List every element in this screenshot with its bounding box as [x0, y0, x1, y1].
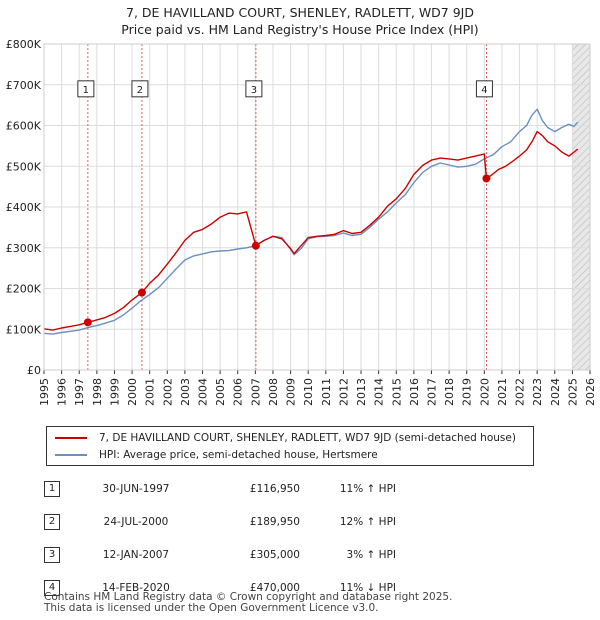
sale-date: 30-JUN-1997 — [102, 482, 170, 495]
plot-frame — [43, 43, 591, 371]
sales-row: 2 24-JUL-2000 £189,950 12% ↑ HPI — [44, 505, 396, 538]
x-tick-label: 2011 — [320, 378, 333, 406]
footer-line1: Contains HM Land Registry data © Crown c… — [44, 591, 453, 603]
x-tick-label: 2007 — [249, 378, 262, 406]
x-tick-label: 1997 — [73, 378, 86, 406]
x-tick-label: 2017 — [425, 378, 438, 406]
footer-line2: This data is licensed under the Open Gov… — [44, 602, 379, 614]
y-tick-label: £600K — [6, 120, 42, 133]
x-tick-label: 1996 — [56, 378, 69, 406]
sale-number-cell: 1 — [44, 472, 82, 505]
legend-label-property: 7, DE HAVILLAND COURT, SHENLEY, RADLETT,… — [99, 432, 516, 444]
x-tick-label: 2012 — [337, 378, 350, 406]
x-tick-label: 2024 — [549, 378, 562, 406]
x-tick-label: 2004 — [197, 378, 210, 406]
x-tick-label: 2008 — [267, 378, 280, 406]
x-tick-label: 2006 — [232, 378, 245, 406]
sale-number-box: 1 — [44, 480, 60, 497]
sale-marker-box — [475, 80, 493, 98]
y-tick-label: £500K — [6, 160, 42, 173]
y-tick-label: £100K — [6, 323, 42, 336]
sale-number-box: 2 — [44, 513, 60, 530]
x-tick-label: 1998 — [91, 378, 104, 406]
sale-point — [83, 318, 92, 327]
x-tick-label: 1999 — [108, 378, 121, 406]
sale-number-cell: 3 — [44, 538, 82, 571]
sale-hpi-diff: 3% ↑ HPI — [346, 548, 396, 561]
legend-swatch-hpi — [55, 454, 87, 456]
sale-hpi-diff: 11% ↓ HPI — [339, 581, 396, 594]
x-tick-label: 2021 — [496, 378, 509, 406]
price-chart: 1 2 3 4 £0 £100K £200K £300K £400K £500K £600K £70… — [6, 38, 597, 406]
sale-price: £189,950 — [249, 515, 300, 528]
sale-price: £470,000 — [249, 581, 300, 594]
sale-price: £305,000 — [249, 548, 300, 561]
sale-number-cell: 2 — [44, 505, 82, 538]
x-tick-label: 2009 — [285, 378, 298, 406]
sale-marker-box — [245, 80, 263, 98]
sale-number-box: 3 — [44, 546, 60, 563]
sales-row: 4 14-FEB-2020 £470,000 11% ↓ HPI — [44, 571, 396, 604]
legend-item-hpi: HPI: Average price, semi-detached house,… — [55, 447, 378, 463]
x-tick-label: 2025 — [566, 378, 579, 406]
sale-date: 14-FEB-2020 — [102, 581, 170, 594]
y-tick-label: £300K — [6, 242, 42, 255]
x-tick-label: 2013 — [355, 378, 368, 406]
sale-price: £116,950 — [249, 482, 300, 495]
sale-marker-label: 4 — [481, 85, 487, 96]
sale-point — [482, 174, 491, 183]
sale-marker-box — [131, 80, 149, 98]
x-tick-label: 2016 — [408, 378, 421, 406]
x-tick-label: 1995 — [38, 378, 51, 406]
legend-label-hpi: HPI: Average price, semi-detached house,… — [99, 449, 378, 461]
y-tick-label: £0 — [27, 364, 41, 377]
sale-marker-label: 1 — [83, 85, 89, 96]
chart-title-line1: 7, DE HAVILLAND COURT, SHENLEY, RADLETT,… — [126, 5, 474, 20]
sales-row: 3 12-JAN-2007 £305,000 3% ↑ HPI — [44, 538, 396, 571]
sale-marker-label: 3 — [251, 85, 257, 96]
sales-row: 1 30-JUN-1997 £116,950 11% ↑ HPI — [44, 472, 396, 505]
sale-hpi-diff: 11% ↑ HPI — [339, 482, 396, 495]
sale-point — [137, 288, 146, 297]
footer: Contains HM Land Registry data © Crown c… — [44, 592, 452, 614]
x-tick-label: 2020 — [478, 378, 491, 406]
y-tick-label: £200K — [6, 283, 42, 296]
sale-marker-label: 2 — [137, 85, 143, 96]
x-tick-label: 2018 — [443, 378, 456, 406]
legend-item-property: 7, DE HAVILLAND COURT, SHENLEY, RADLETT,… — [55, 430, 516, 446]
sale-date: 12-JAN-2007 — [102, 548, 170, 561]
x-tick-label: 2023 — [531, 378, 544, 406]
sale-number-cell: 4 — [44, 571, 82, 604]
x-tick-label: 2014 — [373, 378, 386, 406]
sale-number-box: 4 — [44, 579, 60, 596]
y-tick-label: £700K — [6, 79, 42, 92]
sale-marker-box — [77, 80, 95, 98]
x-tick-label: 2010 — [302, 378, 315, 406]
legend-swatch-property — [55, 437, 87, 439]
sale-date: 24-JUL-2000 — [103, 515, 169, 528]
x-tick-label: 2026 — [584, 378, 597, 406]
y-tick-label: £800K — [6, 38, 42, 51]
chart-title: 7, DE HAVILLAND COURT, SHENLEY, RADLETT,… — [0, 4, 600, 38]
chart-title-line2: Price paid vs. HM Land Registry's House … — [121, 22, 479, 37]
x-tick-label: 2000 — [126, 378, 139, 406]
sales-table: 1 30-JUN-1997 £116,950 11% ↑ HPI 2 24-JUL-200… — [44, 472, 396, 604]
x-tick-label: 2019 — [461, 378, 474, 406]
x-tick-label: 2022 — [514, 378, 527, 406]
legend: 7, DE HAVILLAND COURT, SHENLEY, RADLETT,… — [46, 426, 534, 466]
x-tick-label: 2001 — [144, 378, 157, 406]
y-tick-label: £400K — [6, 201, 42, 214]
sale-hpi-diff: 12% ↑ HPI — [339, 515, 396, 528]
x-tick-label: 2003 — [179, 378, 192, 406]
x-tick-label: 2002 — [161, 378, 174, 406]
x-tick-label: 2015 — [390, 378, 403, 406]
sale-point — [251, 241, 260, 250]
x-tick-label: 2005 — [214, 378, 227, 406]
